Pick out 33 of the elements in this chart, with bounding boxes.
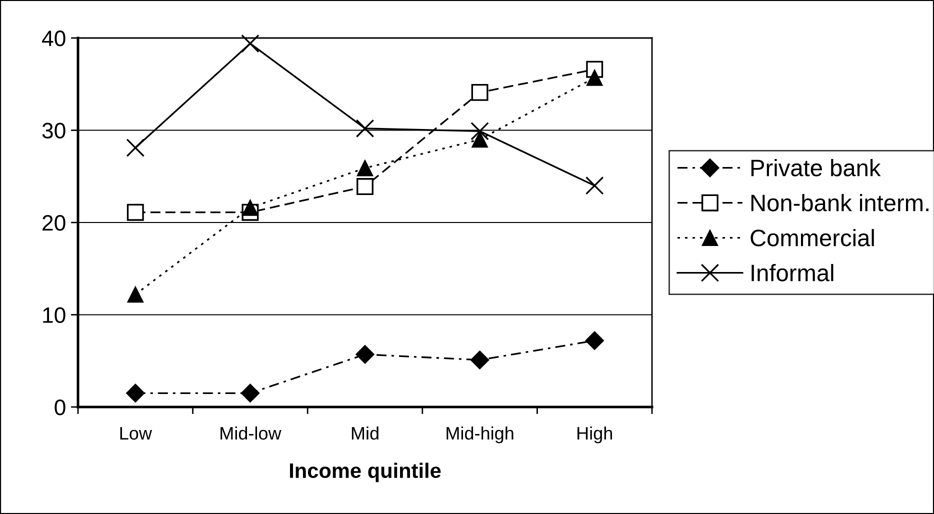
x-tick-label: Mid-high [446, 426, 514, 444]
legend-label: Non-bank interm. [751, 194, 928, 212]
y-tick-label: 0 [54, 400, 66, 416]
point [471, 84, 488, 101]
point [586, 69, 603, 86]
point [585, 176, 604, 195]
point [240, 384, 260, 403]
point [356, 160, 374, 176]
point [242, 200, 258, 216]
point [585, 331, 604, 350]
point [356, 178, 374, 195]
point [126, 204, 144, 221]
point [472, 131, 488, 148]
legend-label: Private bank [751, 159, 881, 176]
y-tick-label: 20 [42, 215, 66, 231]
legend-label: Informal [752, 264, 834, 282]
point [356, 345, 374, 364]
x-tick-label: High [578, 426, 612, 444]
x-tick-label: Mid-low [220, 426, 282, 440]
point [356, 119, 374, 138]
point [127, 286, 144, 303]
point [126, 138, 145, 157]
point [470, 350, 490, 370]
y-tick-label: 30 [42, 122, 66, 139]
x-tick-label: Low [120, 427, 152, 440]
x-axis-title: Income quintile [290, 462, 441, 482]
point [241, 34, 260, 53]
point [470, 122, 489, 140]
x-tick-label: Mid [352, 426, 378, 440]
y-tick-label: 40 [42, 30, 66, 46]
y-tick-label: 10 [43, 307, 66, 324]
point [126, 384, 145, 403]
legend-label: Commercial [750, 228, 874, 246]
